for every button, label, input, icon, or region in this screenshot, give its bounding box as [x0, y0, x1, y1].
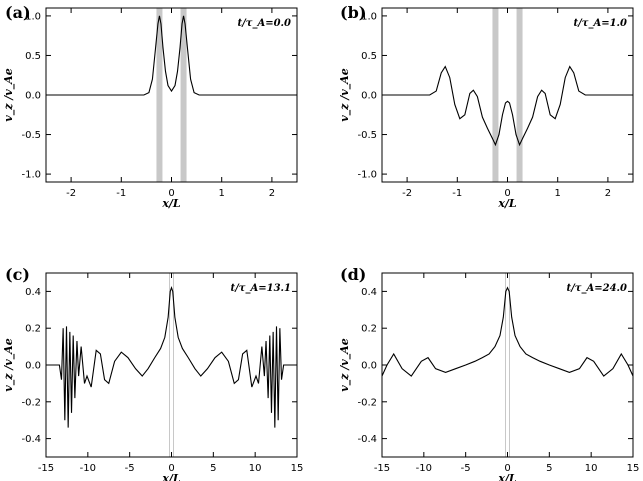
y-tick-label: 0.4 — [25, 287, 41, 298]
y-tick-label: -0.2 — [21, 397, 41, 408]
y-tick-label: 0.2 — [25, 324, 41, 335]
highlight-band — [516, 8, 523, 182]
x-axis-label: x/L — [497, 472, 517, 481]
x-tick-label: -1 — [452, 188, 462, 199]
x-tick-label: 1 — [219, 188, 225, 199]
x-tick-label: 5 — [546, 463, 552, 474]
y-tick-label: 1.0 — [25, 11, 41, 22]
y-tick-label: -0.5 — [357, 130, 377, 141]
series-line — [382, 65, 633, 147]
panel-label: (d) — [340, 265, 366, 284]
panel-c: -15 -10 -5 0 5 10 15 -0.4 -0.2 0.0 0.2 0.4 x/L v_z /v… — [2, 265, 303, 481]
y-tick-label: 0.2 — [361, 324, 377, 335]
y-tick-label: -1.0 — [21, 170, 41, 181]
x-tick-label: 0 — [504, 463, 510, 474]
x-tick-label: 5 — [210, 463, 216, 474]
panel-label: (b) — [340, 3, 366, 22]
y-tick-label: 0.4 — [361, 287, 377, 298]
y-tick-label: 0.5 — [361, 51, 377, 62]
y-tick-label: 0.0 — [361, 91, 377, 102]
y-tick-label: 0.5 — [25, 51, 41, 62]
y-tick-label: 0.0 — [25, 91, 41, 102]
series-line — [46, 15, 297, 96]
panel-a: -2 -1 0 1 2 -1.0 -0.5 0.0 0.5 1.0 x/L v_z /v_Ae (a) t… — [2, 3, 298, 210]
x-tick-label: 10 — [249, 463, 262, 474]
y-tick-label: 0.0 — [361, 361, 377, 372]
y-tick-label: -0.2 — [357, 397, 377, 408]
time-annotation: t/τ_A=1.0 — [573, 18, 627, 29]
x-tick-label: 2 — [605, 188, 611, 199]
y-tick-label: -0.5 — [21, 130, 41, 141]
y-tick-label: -1.0 — [357, 170, 377, 181]
y-tick-label: 0.0 — [25, 361, 41, 372]
x-tick-label: 10 — [585, 463, 598, 474]
x-tick-label: -10 — [80, 463, 96, 474]
panel-d: -15 -10 -5 0 5 10 15 -0.4 -0.2 0.0 0.2 0.4 x/L v_z /v… — [338, 265, 639, 481]
x-tick-label: -1 — [116, 188, 126, 199]
highlight-band — [180, 8, 187, 182]
time-annotation: t/τ_A=13.1 — [231, 283, 292, 294]
x-tick-label: 1 — [555, 188, 561, 199]
time-annotation: t/τ_A=0.0 — [237, 18, 291, 29]
panel-label: (a) — [5, 3, 31, 22]
series-line — [46, 286, 297, 428]
x-tick-label: -15 — [38, 463, 54, 474]
y-axis-label: v_z /v_Ae — [2, 68, 16, 121]
plot-frame — [381, 272, 634, 458]
highlight-band — [492, 8, 499, 182]
y-tick-label: -0.4 — [21, 434, 41, 445]
x-tick-label: -10 — [416, 463, 432, 474]
x-tick-label: 2 — [269, 188, 275, 199]
y-axis-label: v_z /v_Ae — [338, 338, 352, 391]
y-axis-label: v_z /v_Ae — [2, 338, 16, 391]
series-line — [381, 286, 634, 377]
x-tick-label: 15 — [627, 463, 640, 474]
x-tick-label: 15 — [291, 463, 304, 474]
highlight-band — [156, 8, 163, 182]
x-tick-label: -15 — [374, 463, 390, 474]
x-tick-label: 0 — [504, 188, 510, 199]
panel-label: (c) — [5, 265, 30, 284]
y-tick-label: 1.0 — [361, 11, 377, 22]
plot-frame — [45, 272, 298, 458]
panel-b: -2 -1 0 1 2 -1.0 -0.5 0.0 0.5 1.0 x/L v_z /v_Ae (b) t… — [338, 3, 634, 210]
x-tick-label: 0 — [168, 188, 174, 199]
y-axis-label: v_z /v_Ae — [338, 68, 352, 121]
x-tick-label: -5 — [461, 463, 471, 474]
y-tick-label: -0.4 — [357, 434, 377, 445]
x-tick-label: -2 — [402, 188, 412, 199]
x-axis-label: x/L — [161, 197, 181, 210]
x-tick-label: 0 — [168, 463, 174, 474]
time-annotation: t/τ_A=24.0 — [567, 283, 628, 294]
x-tick-label: -5 — [125, 463, 135, 474]
x-tick-label: -2 — [66, 188, 76, 199]
x-axis-label: x/L — [497, 197, 517, 210]
x-axis-label: x/L — [161, 472, 181, 481]
